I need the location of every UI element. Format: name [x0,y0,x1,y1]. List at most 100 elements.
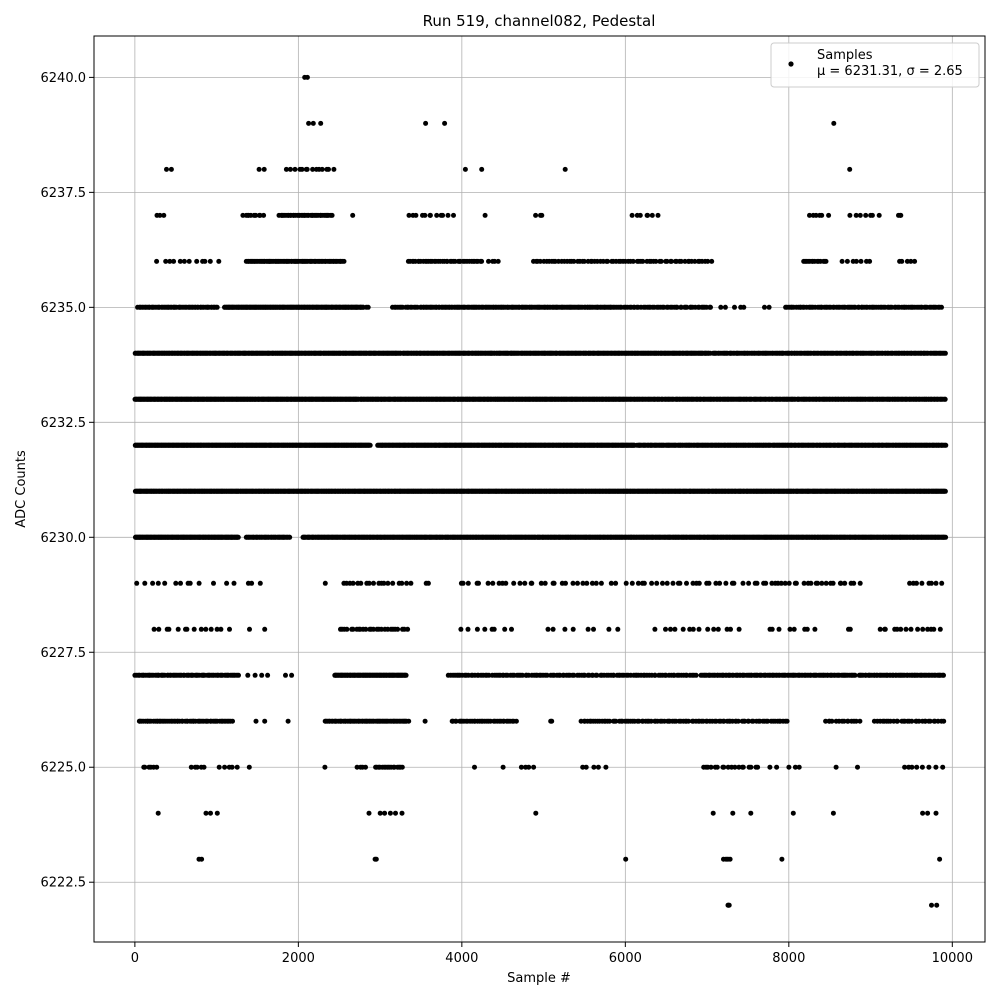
data-point [867,258,873,264]
data-point [645,212,651,218]
data-point [451,212,456,218]
data-point [732,304,737,310]
data-point [668,258,674,264]
data-point [939,304,944,310]
data-point [876,212,882,218]
data-point [482,212,488,218]
data-point [762,304,767,310]
data-point [741,304,747,310]
data-point [326,166,331,172]
data-point [253,212,259,218]
data-point [164,166,169,172]
chart-title: Run 519, channel082, Pedestal [423,12,656,30]
data-point [819,212,825,218]
data-point [365,304,371,310]
data-point [413,212,419,218]
data-point [304,166,310,172]
data-point [844,258,850,264]
data-point [235,534,241,540]
data-point [664,258,670,264]
data-point [283,166,289,172]
data-point [479,258,485,264]
data-point [310,166,316,172]
data-point [186,258,192,264]
data-point [847,212,853,218]
data-point [658,258,664,264]
data-point [942,350,948,356]
data-point [440,212,446,218]
data-point [853,212,859,218]
data-point [831,120,837,126]
data-point [495,258,501,264]
data-point [445,212,451,218]
data-point [161,212,167,218]
data-point [341,258,347,264]
data-point [649,212,655,218]
data-point [292,166,298,172]
data-point [839,258,845,264]
data-point [486,258,491,264]
data-point [168,166,174,172]
data-point [539,212,545,218]
data-point [692,258,698,264]
data-point [261,166,267,172]
data-point [908,258,914,264]
data-point [630,258,636,264]
data-point [678,258,684,264]
data-point [640,258,646,264]
data-point [562,166,568,172]
data-point [857,212,863,218]
data-point [637,212,643,218]
data-point [299,166,305,172]
data-point [329,212,335,218]
data-point [171,258,177,264]
data-point [581,258,587,264]
data-point [653,258,659,264]
data-point [261,212,267,218]
data-point [708,304,713,310]
data-point [163,258,169,264]
data-point [167,258,173,264]
data-point [318,120,324,126]
data-point [823,258,829,264]
data-point [331,166,337,172]
data-point [858,258,864,264]
data-point [655,212,661,218]
data-point [462,166,468,172]
data-point [194,258,200,264]
data-point [157,212,163,218]
data-point [533,212,539,218]
data-point [154,258,160,264]
data-point [367,442,373,448]
data-point [863,212,869,218]
data-point [422,212,428,218]
data-point [684,304,690,310]
data-point [943,442,949,448]
data-point [257,212,263,218]
data-point [492,258,498,264]
data-point [537,258,543,264]
data-point [423,120,429,126]
data-point [256,166,262,172]
data-point [674,304,680,310]
data-point [406,212,412,218]
data-point [310,120,316,126]
data-point [898,212,904,218]
data-point [479,166,485,172]
data-point [442,120,448,126]
data-point [605,258,611,264]
data-point [807,212,812,218]
data-point [847,166,853,172]
data-point [214,304,220,310]
data-point [826,212,832,218]
data-point [899,258,905,264]
data-point [853,258,859,264]
data-point [722,304,728,310]
data-point [709,258,715,264]
data-point [216,258,222,264]
data-point [306,120,312,126]
data-point [427,212,433,218]
data-point [813,212,819,218]
